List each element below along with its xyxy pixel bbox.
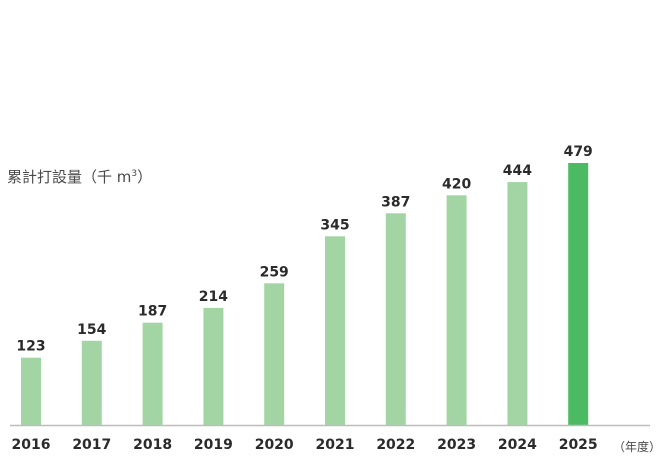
bar-2021 [325, 236, 345, 425]
data-label-2017: 154 [77, 322, 106, 338]
x-tick-label-2020: 2020 [255, 437, 294, 453]
bars-group [21, 163, 589, 425]
bar-2020 [264, 283, 285, 425]
bar-2025 [568, 163, 589, 425]
bar-2023 [446, 195, 467, 425]
x-tick-label-2022: 2022 [376, 437, 415, 453]
bar-2017 [81, 340, 102, 425]
data-label-2018: 187 [138, 304, 167, 320]
x-tick-label-2018: 2018 [133, 437, 172, 453]
x-tick-label-2023: 2023 [437, 437, 476, 453]
x-tick-label-2025: 2025 [559, 437, 598, 453]
bar-2024 [507, 182, 528, 425]
x-tick-label-2019: 2019 [194, 437, 233, 453]
x-tick-label-2024: 2024 [498, 437, 537, 453]
bar-2018 [142, 322, 163, 425]
data-label-2019: 214 [199, 289, 228, 305]
data-label-2024: 444 [503, 163, 532, 179]
bar-2016 [21, 357, 41, 425]
data-label-2022: 387 [381, 194, 410, 210]
y-axis-label: 累計打設量（千 m3） [7, 168, 152, 186]
data-label-2023: 420 [442, 176, 471, 192]
data-label-2021: 345 [320, 217, 349, 233]
data-label-2025: 479 [564, 144, 593, 160]
data-label-2020: 259 [260, 264, 289, 280]
x-tick-label-2016: 2016 [12, 437, 51, 453]
bar-2019 [203, 307, 224, 425]
x-tick-label-2017: 2017 [72, 437, 111, 453]
data-label-2016: 123 [16, 339, 45, 355]
x-tick-label-2021: 2021 [316, 437, 355, 453]
x-axis-unit-label: （年度） [613, 439, 661, 454]
bar-2022 [385, 213, 406, 425]
labels-group: 123 2016 154 2017 187 2018 214 2019 259 2020 345 20… [12, 144, 598, 453]
